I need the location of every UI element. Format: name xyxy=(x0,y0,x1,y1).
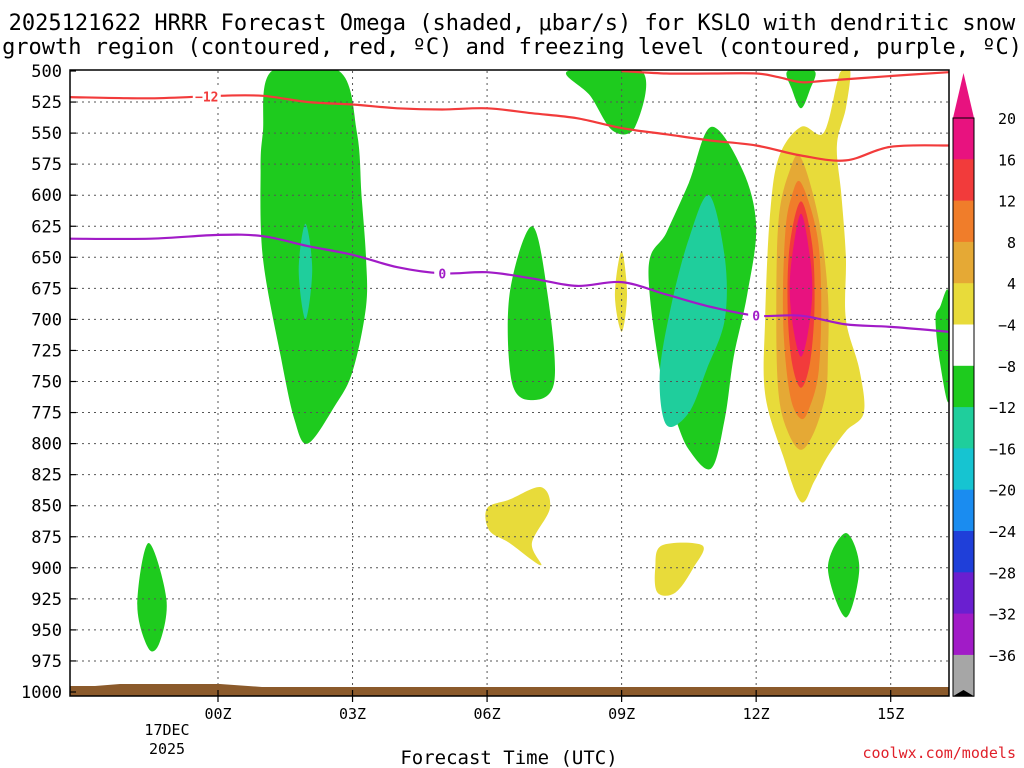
time-axis: 00Z 03Z 06Z 09Z 12Z 15Z xyxy=(204,690,904,723)
colorbar-label-10: −24 xyxy=(989,523,1016,541)
omega-region-2 xyxy=(137,542,167,652)
freezing-label-bg-0 xyxy=(434,265,451,282)
dgz-label-bg-0 xyxy=(192,88,221,105)
y-tick-label-750: 750 xyxy=(31,373,62,393)
terrain-ground xyxy=(70,684,949,696)
omega-region-14 xyxy=(935,289,949,403)
y-tick-label-500: 500 xyxy=(31,62,62,82)
y-tick-label-1000: 1000 xyxy=(21,683,62,703)
colorbar-label-11: −28 xyxy=(989,564,1016,582)
colorbar-bin-3 xyxy=(953,241,974,284)
colorbar-label-8: −16 xyxy=(989,440,1016,458)
y-tick-label-850: 850 xyxy=(31,497,62,517)
x-tick-label-06Z: 06Z xyxy=(474,705,501,723)
colorbar-label-4: 4 xyxy=(1007,275,1016,293)
omega-region-1 xyxy=(298,223,313,320)
y-tick-label-950: 950 xyxy=(31,621,62,641)
colorbar-bin-13 xyxy=(953,654,974,697)
y-tick-label-700: 700 xyxy=(31,310,62,330)
colorbar-top-arrow xyxy=(953,73,974,118)
dgz-contour-1 xyxy=(621,70,949,84)
date-label-day: 17DEC xyxy=(144,721,189,739)
freezing-level-contour xyxy=(70,233,949,333)
grid-lines xyxy=(70,71,949,692)
y-tick-label-625: 625 xyxy=(31,217,62,237)
contour-lines: −12 0 0 xyxy=(70,70,949,333)
colorbar-bin-2 xyxy=(953,200,974,243)
colorbar-bin-5 xyxy=(953,324,974,367)
colorbar-bin-1 xyxy=(953,159,974,202)
colorbar-label-9: −20 xyxy=(989,482,1016,500)
colorbar-bin-12 xyxy=(953,613,974,656)
freezing-label-1: 0 xyxy=(752,310,760,325)
colorbar-bin-11 xyxy=(953,572,974,615)
colorbar-bottom-arrow xyxy=(953,690,974,697)
colorbar-bin-4 xyxy=(953,283,974,325)
omega-region-12 xyxy=(789,213,813,357)
omega-region-3 xyxy=(565,70,647,135)
y-tick-label-575: 575 xyxy=(31,155,62,175)
colorbar-bin-0 xyxy=(953,118,974,160)
omega-region-7 xyxy=(659,194,727,428)
dgz-label-0: −12 xyxy=(195,90,218,105)
omega-region-4 xyxy=(507,226,556,401)
y-tick-label-775: 775 xyxy=(31,404,62,424)
y-tick-label-900: 900 xyxy=(31,559,62,579)
chart-title-line-2: growth region (contoured, red, ºC) and f… xyxy=(2,35,1022,60)
colorbar-bin-8 xyxy=(953,448,974,491)
x-tick-label-00Z: 00Z xyxy=(204,705,231,723)
pressure-axis: 500 525 550 575 600 625 650 675 700 725 750 775 800 8… xyxy=(21,62,76,703)
y-tick-label-800: 800 xyxy=(31,435,62,455)
colorbar-bin-10 xyxy=(953,531,974,573)
colorbar-label-12: −32 xyxy=(989,606,1016,624)
colorbar-bin-7 xyxy=(953,407,974,449)
y-tick-label-875: 875 xyxy=(31,528,62,548)
y-tick-label-550: 550 xyxy=(31,124,62,144)
freezing-label-0: 0 xyxy=(438,267,446,282)
y-tick-label-725: 725 xyxy=(31,341,62,361)
omega-region-13 xyxy=(786,70,816,109)
x-tick-label-03Z: 03Z xyxy=(339,705,366,723)
colorbar-bin-9 xyxy=(953,489,974,532)
x-tick-label-15Z: 15Z xyxy=(877,705,904,723)
colorbar-bin-6 xyxy=(953,365,974,408)
omega-region-5 xyxy=(614,251,627,332)
omega-region-17 xyxy=(654,542,704,596)
watermark: coolwx.com/models xyxy=(862,744,1016,762)
y-tick-label-825: 825 xyxy=(31,466,62,486)
dgz-contour-0 xyxy=(70,94,949,162)
plot-frame xyxy=(69,69,950,697)
x-axis-label: Forecast Time (UTC) xyxy=(400,747,617,768)
colorbar-label-2: 12 xyxy=(998,193,1016,211)
x-tick-label-12Z: 12Z xyxy=(743,705,770,723)
freezing-label-bg-1 xyxy=(748,307,765,324)
colorbar-label-0: 20 xyxy=(998,110,1016,128)
y-tick-label-600: 600 xyxy=(31,186,62,206)
colorbar: 20 16 12 8 4 −4 −8 −12 −16 −20 −24 −28 −32 −36 xyxy=(952,73,1016,697)
colorbar-label-13: −36 xyxy=(989,647,1016,665)
y-tick-label-525: 525 xyxy=(31,93,62,113)
colorbar-label-6: −8 xyxy=(998,358,1016,376)
colorbar-label-3: 8 xyxy=(1007,234,1016,252)
x-tick-label-09Z: 09Z xyxy=(608,705,635,723)
chart-title-line-1: 2025121622 HRRR Forecast Omega (shaded, … xyxy=(9,11,1016,36)
omega-region-15 xyxy=(827,533,860,618)
omega-region-16 xyxy=(485,486,551,566)
colorbar-label-1: 16 xyxy=(998,151,1016,169)
colorbar-frame xyxy=(952,117,975,697)
colorbar-label-5: −4 xyxy=(998,317,1016,335)
y-tick-label-650: 650 xyxy=(31,248,62,268)
y-tick-label-675: 675 xyxy=(31,279,62,299)
y-tick-label-925: 925 xyxy=(31,590,62,610)
colorbar-label-7: −12 xyxy=(989,399,1016,417)
date-label-year: 2025 xyxy=(149,740,185,758)
y-tick-label-975: 975 xyxy=(31,652,62,672)
